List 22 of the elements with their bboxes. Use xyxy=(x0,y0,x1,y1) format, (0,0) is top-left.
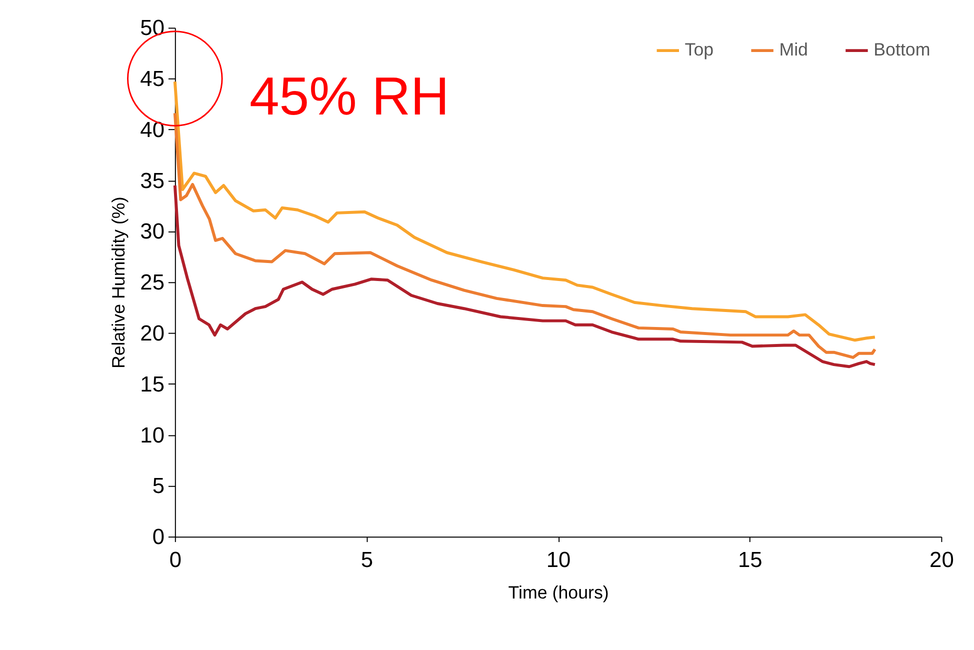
y-tick-label: 25 xyxy=(140,270,164,295)
y-tick-label: 15 xyxy=(140,371,164,396)
y-tick-label: 40 xyxy=(140,116,164,142)
y-tick-label: 0 xyxy=(152,524,164,550)
legend-label: Bottom xyxy=(874,40,930,60)
y-tick-label: 10 xyxy=(140,422,164,448)
y-tick-label: 20 xyxy=(140,320,164,346)
y-tick-label: 50 xyxy=(140,15,164,40)
y-axis-title: Relative Humidity (%) xyxy=(108,196,128,369)
y-tick-label: 5 xyxy=(152,473,164,498)
legend-label: Mid xyxy=(779,40,808,60)
y-tick-label: 35 xyxy=(140,168,164,193)
x-tick-label: 0 xyxy=(169,546,182,572)
y-tick-label: 30 xyxy=(140,218,164,244)
x-tick-label: 20 xyxy=(930,546,954,572)
x-axis-title: Time (hours) xyxy=(508,582,609,603)
x-tick-label: 10 xyxy=(546,546,571,572)
x-tick-label: 5 xyxy=(360,546,374,572)
y-tick-label: 45 xyxy=(140,66,164,92)
x-tick-label: 15 xyxy=(738,546,762,572)
legend-label: Top xyxy=(684,40,714,60)
annotation: 45% RH xyxy=(249,66,450,126)
